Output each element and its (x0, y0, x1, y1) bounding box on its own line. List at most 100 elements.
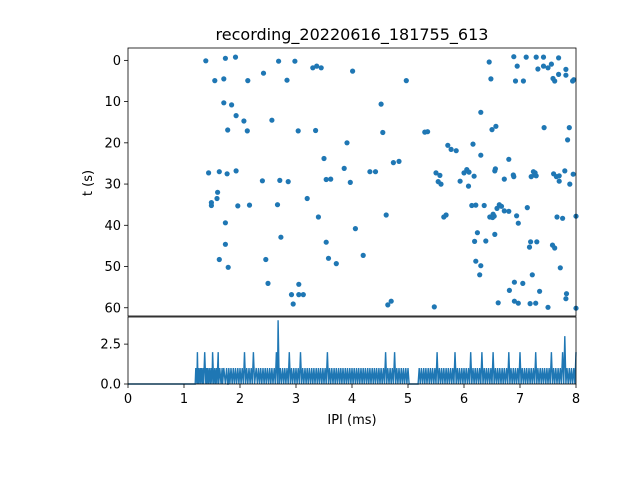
scatter-point (488, 76, 494, 82)
histogram-panel: 0.0 2.5 0 1 2 3 4 5 6 7 8 IPI (ms) (100, 316, 580, 428)
y-tick-label: 20 (104, 136, 121, 151)
hist-y-ticks: 0.0 2.5 (100, 338, 128, 393)
scatter-point (563, 296, 569, 302)
scatter-point (501, 208, 507, 214)
scatter-point (528, 239, 534, 245)
scatter-point (520, 78, 527, 84)
scatter-point (533, 300, 539, 306)
scatter-point (566, 125, 572, 131)
raster-panel: recording_20220616_181755_613 t (s) 0 10 2… (81, 25, 579, 317)
hist-y-tick-label: 0.0 (100, 378, 121, 393)
y-axis-label: t (s) (81, 170, 96, 196)
scatter-point (241, 118, 247, 124)
scatter-point (212, 78, 218, 84)
scatter-point (225, 264, 231, 270)
scatter-point (481, 202, 487, 209)
scatter-point (437, 172, 443, 178)
raster-frame (127, 47, 577, 317)
scatter-point (540, 54, 547, 60)
scatter-point (540, 63, 547, 69)
scatter-point (260, 70, 267, 76)
scatter-point (233, 113, 239, 119)
scatter-point (556, 173, 562, 179)
x-tick-label: 2 (236, 392, 244, 407)
scatter-point (300, 292, 306, 298)
scatter-point (483, 238, 489, 244)
scatter-point (473, 202, 479, 208)
scatter-point (528, 174, 534, 180)
scatter-point (385, 302, 391, 308)
x-tick-label: 0 (124, 392, 132, 407)
scatter-point (486, 59, 492, 65)
scatter-point (477, 272, 483, 278)
scatter-point (216, 169, 222, 175)
scatter-point (290, 301, 296, 307)
scatter-point (277, 177, 283, 183)
scatter-point (478, 263, 484, 269)
scatter-point (560, 215, 566, 221)
scatter-point (523, 54, 529, 60)
scatter-point (472, 238, 478, 244)
scatter-point (229, 102, 235, 108)
scatter-point (221, 76, 227, 82)
scatter-point (487, 214, 493, 220)
scatter-point (469, 202, 475, 209)
scatter-point (512, 78, 519, 84)
scatter-point (347, 179, 353, 185)
histogram-line (128, 320, 577, 385)
scatter-point (350, 68, 356, 74)
y-ticks: 0 10 20 30 40 50 60 (104, 54, 128, 316)
scatter-point (473, 258, 479, 264)
scatter-point (215, 189, 221, 195)
scatter-point (535, 66, 541, 72)
y-tick-label: 50 (104, 260, 121, 275)
scatter-point (491, 213, 497, 219)
scatter-point (511, 279, 517, 285)
histogram-frame (127, 316, 577, 385)
x-axis-label: IPI (ms) (327, 413, 376, 428)
scatter-point (323, 176, 329, 183)
scatter-point (310, 65, 316, 71)
x-tick-label: 4 (348, 392, 356, 407)
scatter-point (494, 205, 500, 211)
scatter-point (315, 214, 321, 220)
x-tick-label: 6 (460, 392, 468, 407)
scatter-point (285, 179, 291, 185)
scatter-point (333, 261, 339, 267)
scatter-point (222, 220, 228, 226)
scatter-point (453, 148, 459, 154)
scatter-point (548, 61, 555, 67)
scatter-point (545, 65, 551, 71)
scatter-point (221, 100, 227, 106)
y-tick-label: 40 (104, 219, 121, 234)
scatter-point (225, 127, 231, 133)
scatter-point (461, 170, 467, 176)
scatter-point (288, 292, 295, 298)
scatter-points (203, 54, 579, 311)
scatter-point (465, 183, 472, 189)
scatter-point (506, 287, 512, 293)
scatter-point (360, 252, 366, 258)
scatter-point (493, 123, 499, 129)
scatter-point (208, 200, 214, 206)
scatter-point (556, 71, 562, 77)
scatter-point (511, 54, 517, 60)
scatter-point (534, 239, 540, 245)
scatter-point (501, 176, 507, 182)
scatter-point (492, 166, 498, 172)
scatter-point (563, 291, 570, 297)
scatter-point (203, 58, 209, 64)
scatter-point (526, 244, 533, 250)
scatter-point (466, 169, 472, 175)
scatter-point (529, 272, 535, 278)
hist-y-tick-label: 2.5 (100, 338, 121, 353)
scatter-point (537, 288, 543, 294)
scatter-point (565, 137, 571, 143)
scatter-point (367, 169, 373, 175)
scatter-point (556, 178, 562, 184)
scatter-point (278, 234, 284, 240)
scatter-point (478, 109, 484, 115)
scatter-point (222, 241, 228, 247)
scatter-point (556, 55, 562, 61)
